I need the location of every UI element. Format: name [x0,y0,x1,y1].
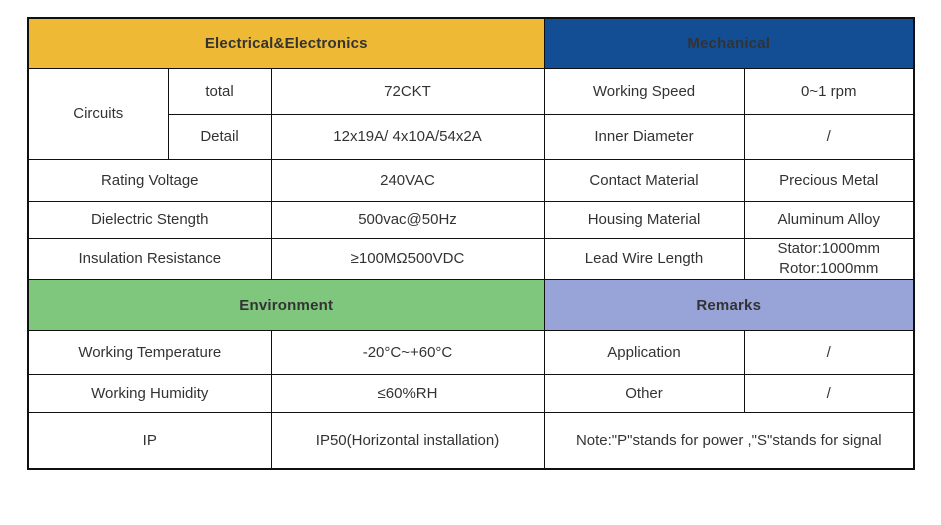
spec-value: Stator:1000mm Rotor:1000mm [743,237,915,280]
spec-value: IP50(Horizontal installation) [270,412,545,469]
spec-value: ≥100MΩ500VDC [270,237,545,280]
spec-value: Precious Metal [743,158,915,202]
spec-value: / [743,113,915,160]
spec-label: IP [27,412,272,469]
spec-value: -20°C~+60°C [270,330,545,375]
spec-label: Detail [167,113,272,160]
table-row: Rating Voltage 240VAC Contact Material P… [27,158,915,202]
spec-table: Electrical&Electronics Mechanical Circui… [27,17,915,470]
spec-value: 12x19A/ 4x10A/54x2A [270,113,545,160]
spec-label: Application [543,330,745,375]
spec-label: Working Speed [543,67,745,115]
spec-value: 0~1 rpm [743,67,915,115]
spec-value: 72CKT [270,67,545,115]
spec-value: ≤60%RH [270,374,545,413]
spec-label: Dielectric Stength [27,200,272,239]
table-row: Dielectric Stength 500vac@50Hz Housing M… [27,200,915,239]
spec-value: 240VAC [270,158,545,202]
table-row: Detail 12x19A/ 4x10A/54x2A Inner Diamete… [28,113,915,160]
electrical-section-header: Electrical&Electronics [27,17,545,69]
spec-label: Working Humidity [27,374,272,413]
table-row: Circuits total 72CKT Working Speed 0~1 r… [27,67,915,160]
section-header-row-top: Electrical&Electronics Mechanical [27,17,915,69]
spec-label: Other [543,374,745,413]
mechanical-section-header: Mechanical [543,17,915,69]
table-row: Insulation Resistance ≥100MΩ500VDC Lead … [27,237,915,280]
table-row: Working Humidity ≤60%RH Other / [27,374,915,413]
section-header-row-bottom: Environment Remarks [27,279,915,331]
spec-label: total [167,67,272,115]
table-row: IP IP50(Horizontal installation) Note:"P… [27,412,915,469]
spec-value: Aluminum Alloy [743,200,915,239]
spec-label: Working Temperature [27,330,272,375]
table-row: Working Temperature -20°C~+60°C Applicat… [27,330,915,375]
spec-value: / [743,330,915,375]
spec-label: Housing Material [543,200,745,239]
remarks-note: Note:"P"stands for power ,"S"stands for … [543,412,915,469]
spec-value: / [743,374,915,413]
environment-section-header: Environment [27,279,545,331]
spec-label: Rating Voltage [27,158,272,202]
remarks-section-header: Remarks [543,279,915,331]
spec-label: Inner Diameter [543,113,745,160]
spec-label: Contact Material [543,158,745,202]
spec-label: Lead Wire Length [543,237,745,280]
spec-value: 500vac@50Hz [270,200,545,239]
circuits-label: Circuits [27,67,169,160]
spec-label: Insulation Resistance [27,237,272,280]
